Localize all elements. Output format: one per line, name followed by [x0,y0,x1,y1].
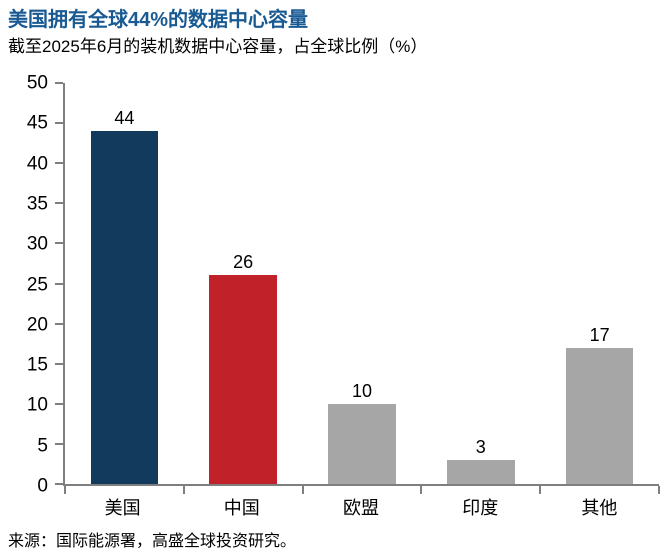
y-tick-mark [55,402,63,405]
y-tick-label: 5 [37,435,48,457]
x-tick-mark [182,486,185,494]
y-tick-mark [55,282,63,285]
x-axis-labels: 美国 中国 欧盟 印度 其他 [63,494,659,520]
bar-value-label: 44 [114,108,135,129]
y-tick-label: 45 [26,112,48,134]
plot-area: 44 26 10 3 17 [55,82,660,494]
bar-series: 44 26 10 3 17 [65,83,659,484]
x-tick-mark [64,486,66,494]
bar-slot: 17 [540,83,659,484]
x-tick-mark [658,486,660,494]
y-tick-mark [55,162,63,165]
bar-value-label: 26 [233,252,254,273]
bar [90,131,159,484]
chart-subtitle: 截至2025年6月的装机数据中心容量，占全球比例（%） [8,37,428,56]
y-tick-label: 25 [26,274,48,295]
y-tick-mark [55,483,63,485]
bar [446,459,515,484]
bar-slot: 44 [65,83,184,484]
x-tick-mark [420,486,423,494]
x-tick-mark [539,486,542,494]
y-tick-label: 10 [26,394,48,416]
y-tick-mark [55,362,63,365]
y-tick-label: 15 [26,354,48,376]
y-tick-mark [55,202,63,205]
x-tick-label: 其他 [581,498,618,518]
chart-title: 美国拥有全球44%的数据中心容量 [8,9,309,31]
y-tick-mark [55,322,63,325]
y-tick-label: 20 [26,314,48,336]
y-tick-mark [55,82,63,84]
bar-slot: 3 [421,83,540,484]
bar-slot: 26 [184,83,303,484]
x-tick-label: 中国 [223,498,260,518]
bar-slot: 10 [303,83,422,484]
y-tick-label: 35 [26,193,48,215]
bar [209,275,278,484]
x-tick-label: 美国 [104,498,141,518]
y-tick-label: 50 [26,72,48,94]
y-tick-mark [55,242,63,245]
x-tick-mark [301,486,304,494]
bar-value-label: 10 [351,380,372,401]
y-tick-mark [55,442,63,445]
y-tick-mark [55,122,63,125]
bar-value-label: 3 [475,436,486,457]
source-note: 来源：国际能源署，高盛全球投资研究。 [8,533,297,550]
y-axis: 0 5 10 15 20 25 30 35 40 45 50 [0,74,48,496]
y-tick-label: 0 [37,475,48,497]
x-tick-label: 印度 [462,498,499,518]
y-tick-label: 30 [26,233,48,255]
y-tick-label: 40 [26,153,48,175]
x-tick-label: 欧盟 [343,498,379,518]
bar [565,347,634,484]
bar [328,403,396,484]
bar-value-label: 17 [589,324,610,345]
